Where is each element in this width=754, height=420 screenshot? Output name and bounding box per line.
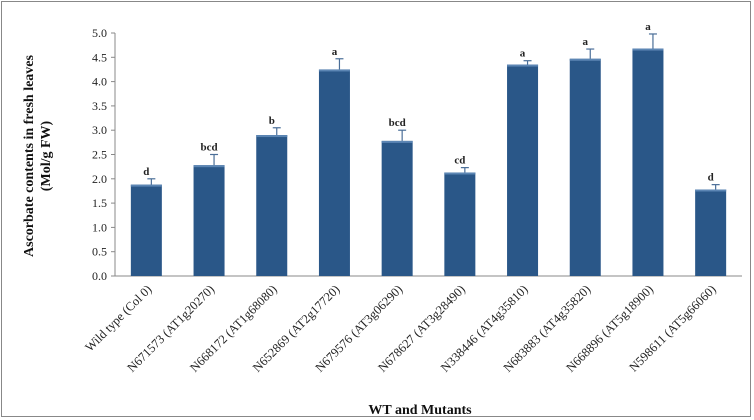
bar bbox=[632, 48, 664, 276]
y-tick-label: 1.5 bbox=[92, 196, 107, 210]
bar-top-highlight bbox=[444, 172, 476, 175]
bar-top-highlight bbox=[569, 58, 601, 61]
bar-top-highlight bbox=[256, 135, 288, 138]
significance-letter: a bbox=[645, 21, 651, 33]
bar bbox=[193, 165, 225, 276]
bar bbox=[569, 58, 601, 277]
significance-letter: b bbox=[269, 115, 275, 127]
significance-letter: a bbox=[583, 36, 589, 48]
x-tick-label: Wild type (Col 0) bbox=[82, 282, 154, 354]
significance-letter: a bbox=[520, 48, 526, 60]
bar bbox=[130, 184, 162, 276]
significance-letter: d bbox=[708, 172, 714, 184]
y-tick-label: 4.0 bbox=[92, 75, 107, 89]
bars: d bcd b a bcd cd a a a d bbox=[130, 21, 727, 277]
y-axis-title-line-1: Ascorbate contents in fresh leaves bbox=[22, 54, 37, 256]
significance-letter: cd bbox=[454, 155, 465, 167]
y-tick-label: 0.5 bbox=[92, 245, 107, 259]
significance-letter: a bbox=[332, 46, 338, 58]
bar-top-highlight bbox=[695, 189, 727, 192]
y-tick-label: 2.0 bbox=[92, 172, 107, 186]
significance-letter: d bbox=[143, 166, 149, 178]
significance-letter: bcd bbox=[200, 142, 217, 154]
y-axis-title-line-2: (Mol/g FW) bbox=[39, 120, 54, 191]
bar-top-highlight bbox=[507, 64, 539, 67]
y-tick-label: 0.0 bbox=[92, 269, 107, 283]
bar bbox=[256, 135, 288, 276]
y-tick-label: 3.5 bbox=[92, 99, 107, 113]
y-tick-labels: 0.0 0.5 1.0 1.5 2.0 2.5 3.0 3.5 4.0 4.5 5.0 bbox=[92, 26, 115, 283]
y-tick-label: 3.0 bbox=[92, 123, 107, 137]
bar-top-highlight bbox=[130, 184, 162, 187]
bar bbox=[444, 172, 476, 276]
bar-top-highlight bbox=[193, 165, 225, 168]
x-axis-title: WT and Mutants bbox=[368, 403, 472, 418]
bar-top-highlight bbox=[381, 140, 413, 143]
bar-top-highlight bbox=[632, 48, 664, 51]
x-tick-labels: Wild type (Col 0)N671573 (AT1g20270)N668… bbox=[82, 282, 718, 375]
bar-top-highlight bbox=[318, 69, 350, 72]
y-tick-label: 2.5 bbox=[92, 148, 107, 162]
bar bbox=[318, 69, 350, 276]
y-tick-label: 5.0 bbox=[92, 26, 107, 40]
significance-letter: bcd bbox=[389, 117, 406, 129]
bar bbox=[381, 140, 413, 276]
y-tick-label: 4.5 bbox=[92, 50, 107, 64]
y-tick-label: 1.0 bbox=[92, 220, 107, 234]
bar bbox=[695, 189, 727, 276]
bar bbox=[507, 64, 539, 276]
